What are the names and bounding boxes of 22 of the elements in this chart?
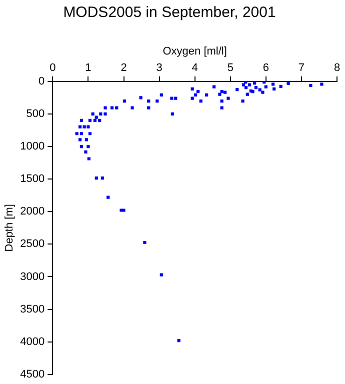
x-tick-label: 6 — [262, 62, 269, 74]
x-tick-label: 3 — [156, 62, 162, 74]
x-tick-label: 0 — [50, 62, 56, 74]
y-tick-label: 2000 — [20, 206, 45, 218]
x-tick-label: 4 — [192, 62, 198, 74]
y-tick-label: 0 — [38, 75, 45, 88]
y-tick-label: 1500 — [20, 173, 45, 186]
y-tick-label: 500 — [26, 108, 45, 120]
y-tick-label: 4000 — [20, 336, 45, 348]
x-tick-label: 2 — [120, 62, 127, 74]
y-tick-label: 2500 — [20, 238, 45, 250]
y-tick-label: 3000 — [20, 270, 45, 283]
x-tick-label: 8 — [334, 62, 340, 74]
x-tick-label: 7 — [298, 62, 305, 74]
x-tick-label: 5 — [227, 62, 234, 74]
y-tick-label: 1000 — [20, 140, 45, 153]
x-axis-title: Oxygen [ml/l] — [162, 46, 227, 58]
y-tick-label: 4500 — [20, 368, 45, 380]
y-axis-title: Depth [m] — [4, 204, 16, 252]
chart-title: MODS2005 in September, 2001 — [63, 4, 276, 22]
y-tick-label: 3500 — [20, 303, 45, 316]
x-tick-label: 1 — [85, 62, 92, 74]
